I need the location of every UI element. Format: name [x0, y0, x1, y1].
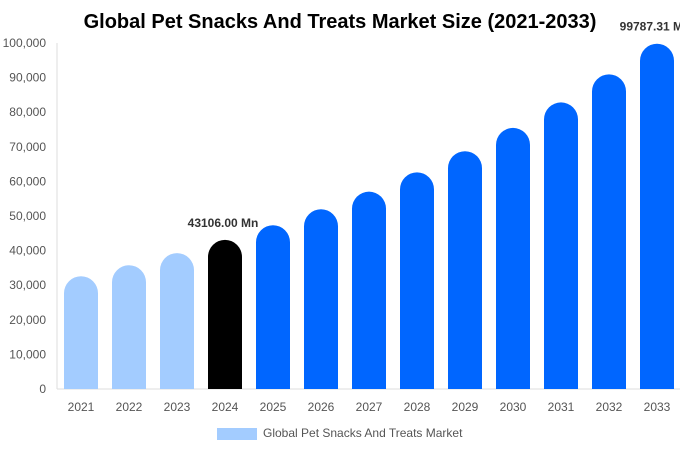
bar-2026	[304, 209, 338, 389]
bar-2032	[592, 74, 626, 389]
bar-2029	[448, 151, 482, 389]
x-tick-label: 2029	[452, 400, 479, 414]
bar-2027	[352, 191, 386, 389]
y-tick-label: 0	[39, 382, 46, 396]
x-tick-label: 2031	[548, 400, 575, 414]
bar-2024	[208, 239, 242, 389]
y-tick-label: 20,000	[9, 313, 46, 327]
y-tick-label: 90,000	[9, 71, 46, 85]
bar-2033	[640, 43, 674, 390]
bar-2021	[64, 276, 98, 389]
x-tick-label: 2024	[212, 400, 239, 414]
bar-2031	[544, 102, 578, 390]
bar-2028	[400, 172, 434, 389]
data-label: 99787.31 Mn	[620, 20, 680, 34]
data-label: 43106.00 Mn	[188, 216, 259, 230]
x-tick-label: 2032	[596, 400, 623, 414]
x-tick-label: 2025	[260, 400, 287, 414]
x-tick-label: 2023	[164, 400, 191, 414]
chart-title: Global Pet Snacks And Treats Market Size…	[84, 11, 597, 33]
y-tick-label: 70,000	[9, 140, 46, 154]
y-tick-label: 10,000	[9, 347, 46, 361]
legend-swatch	[217, 428, 257, 440]
y-tick-label: 80,000	[9, 105, 46, 119]
bar-2025	[256, 225, 290, 389]
y-tick-label: 30,000	[9, 278, 46, 292]
x-tick-label: 2021	[68, 400, 95, 414]
y-tick-label: 40,000	[9, 244, 46, 258]
x-tick-label: 2027	[356, 400, 383, 414]
x-tick-label: 2033	[644, 400, 671, 414]
y-tick-label: 60,000	[9, 174, 46, 188]
bar-2022	[112, 265, 146, 389]
x-tick-label: 2022	[116, 400, 143, 414]
x-tick-label: 2030	[500, 400, 527, 414]
y-tick-label: 50,000	[9, 209, 46, 223]
x-tick-label: 2026	[308, 400, 335, 414]
bar-2023	[160, 253, 194, 389]
bar-2030	[496, 127, 530, 389]
x-tick-label: 2028	[404, 400, 431, 414]
y-tick-label: 100,000	[3, 36, 47, 50]
legend-label: Global Pet Snacks And Treats Market	[263, 426, 463, 440]
